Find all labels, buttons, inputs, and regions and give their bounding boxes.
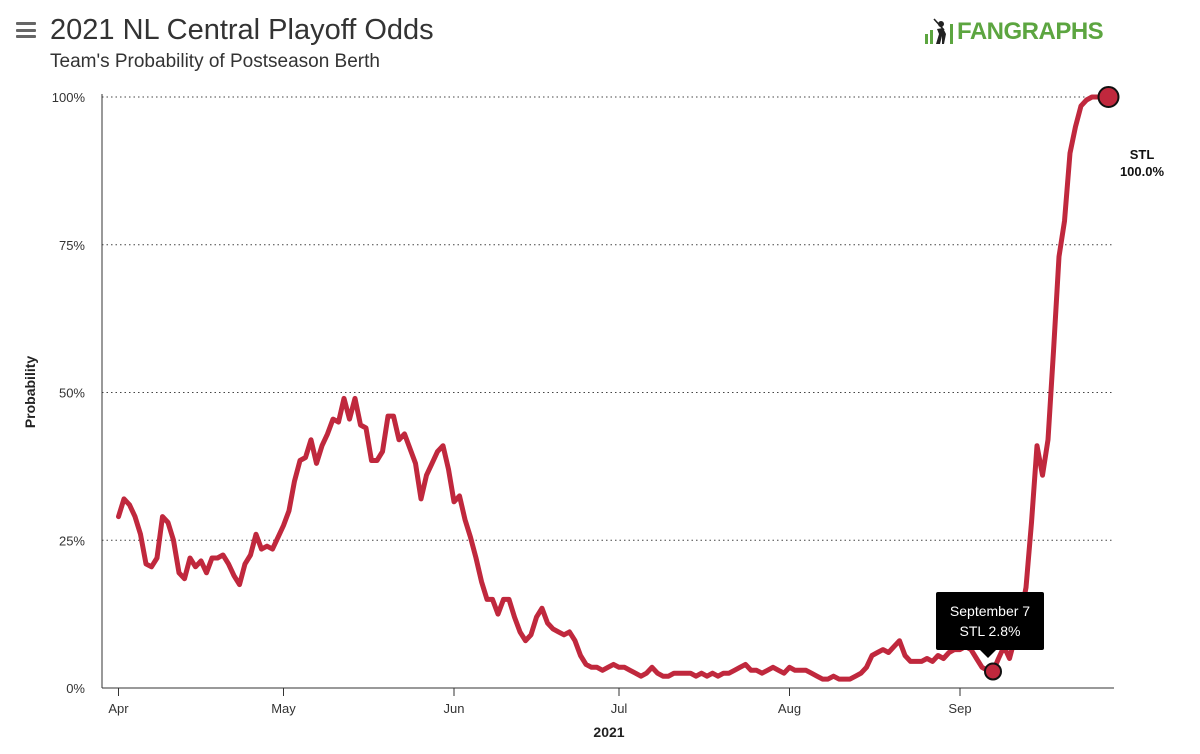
highlight-point[interactable] (984, 662, 1002, 681)
series-line-stl[interactable] (116, 94, 1111, 682)
chart-subtitle: Team's Probability of Postseason Berth (50, 51, 380, 72)
x-axis-ticks: Apr May Jun Jul Aug Sep (108, 688, 972, 716)
y-tick-label: 75% (59, 238, 85, 253)
highlight-markers (984, 86, 1120, 681)
x-tick-label: May (271, 701, 296, 716)
y-tick-label: 0% (66, 681, 85, 696)
x-tick-label: Aug (778, 701, 801, 716)
x-tick-label: Sep (948, 701, 971, 716)
grid-lines (102, 96, 1114, 541)
y-tick-label: 100% (52, 90, 86, 105)
y-axis-label: Probability (22, 356, 38, 429)
hover-tooltip: September 7 STL 2.8% (936, 592, 1044, 658)
fangraphs-logo[interactable]: FANGRAPHS (924, 18, 1104, 46)
x-tick-label: Jul (611, 701, 628, 716)
chart-title: 2021 NL Central Playoff Odds (50, 14, 434, 46)
x-axis-label: 2021 (593, 724, 624, 740)
x-tick-label: Apr (108, 701, 129, 716)
y-axis-ticks: 0% 25% 50% 75% 100% (52, 90, 86, 696)
logo-text: FANGRAPHS (957, 18, 1104, 45)
x-tick-label: Jun (444, 701, 465, 716)
y-tick-label: 25% (59, 533, 85, 548)
y-tick-label: 50% (59, 386, 85, 401)
tooltip-date: September 7 (949, 603, 1031, 619)
batter-silhouette-icon (925, 18, 953, 44)
end-label-team: STL (1129, 147, 1155, 162)
end-label-value: 100.0% (1119, 164, 1165, 179)
highlight-point[interactable] (1097, 86, 1120, 108)
hamburger-menu-icon[interactable] (16, 22, 36, 38)
series-end-label: STL 100.0% (1112, 146, 1172, 180)
tooltip-value: STL 2.8% (959, 623, 1021, 639)
